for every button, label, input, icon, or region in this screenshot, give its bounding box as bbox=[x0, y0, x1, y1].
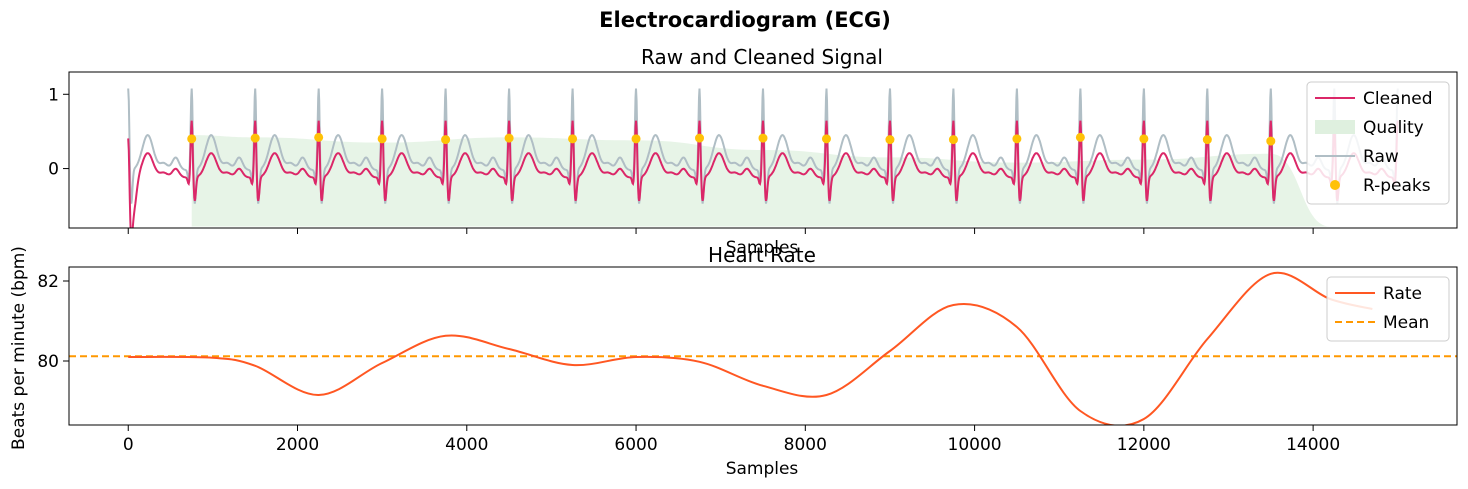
signal-y-tick-label: 0 bbox=[48, 160, 59, 180]
r-peak-point bbox=[948, 135, 958, 145]
heart-rate-y-tick-label: 80 bbox=[37, 352, 59, 372]
r-peak-point bbox=[1075, 132, 1085, 142]
r-peak-point bbox=[441, 135, 451, 145]
r-peak-point bbox=[250, 133, 260, 143]
signal-y-tick-label: 1 bbox=[48, 85, 59, 105]
r-peak-point bbox=[758, 133, 768, 143]
r-peak-point bbox=[1139, 134, 1149, 144]
r-peak-point bbox=[631, 134, 641, 144]
signal-axes-frame bbox=[68, 71, 1458, 229]
legend-rpeaks-swatch bbox=[1330, 180, 1340, 190]
signal-legend: Cleaned Quality Raw R-peaks bbox=[1306, 81, 1450, 205]
legend-label: Mean bbox=[1383, 313, 1429, 333]
heart-rate-x-tick-label: 12000 bbox=[1117, 435, 1171, 455]
figure-title: Electrocardiogram (ECG) bbox=[599, 8, 891, 32]
heart-rate-legend: Rate Mean bbox=[1326, 276, 1450, 342]
heart-rate-x-tick-label: 4000 bbox=[445, 435, 488, 455]
signal-x-axis-label: Samples bbox=[726, 238, 799, 258]
heart-rate-y-tick-label: 82 bbox=[37, 272, 59, 292]
r-peak-point bbox=[504, 133, 514, 143]
heart-rate-y-axis-label: Beats per minute (bpm) bbox=[9, 246, 29, 450]
heart-rate-x-tick-label: 2000 bbox=[276, 435, 319, 455]
r-peak-point bbox=[1012, 134, 1022, 144]
legend-quality-swatch bbox=[1315, 120, 1355, 134]
heart-rate-x-tick-label: 14000 bbox=[1286, 435, 1340, 455]
legend-label: Rate bbox=[1383, 284, 1422, 304]
r-peak-point bbox=[821, 134, 831, 144]
r-peak-point bbox=[885, 135, 895, 145]
r-peak-point bbox=[1202, 135, 1212, 145]
heart-rate-x-tick-label: 8000 bbox=[784, 435, 827, 455]
legend-label: Cleaned bbox=[1363, 89, 1433, 109]
heart-rate-axes-frame bbox=[68, 266, 1458, 426]
heart-rate-x-tick-label: 10000 bbox=[948, 435, 1002, 455]
raw-cleaned-signal-axes: Raw and Cleaned Signal 0 1 Samples Cleane… bbox=[48, 45, 1458, 258]
legend-label: R-peaks bbox=[1363, 176, 1431, 196]
r-peak-point bbox=[314, 132, 324, 142]
cleaned-signal-line bbox=[127, 120, 1399, 228]
r-peak-point bbox=[187, 134, 197, 144]
heart-rate-x-tick-label: 6000 bbox=[614, 435, 657, 455]
heart-rate-line bbox=[128, 271, 1373, 425]
heart-rate-x-tick-label: 0 bbox=[123, 435, 134, 455]
legend-label: Raw bbox=[1363, 147, 1399, 167]
raw-signal-line bbox=[127, 88, 1399, 204]
r-peak-point bbox=[695, 133, 705, 143]
heart-rate-x-axis-label: Samples bbox=[726, 459, 799, 479]
r-peak-point bbox=[377, 134, 387, 144]
legend-box bbox=[1306, 81, 1450, 205]
r-peak-point bbox=[568, 134, 578, 144]
r-peak-point bbox=[1266, 136, 1276, 146]
heart-rate-axes: Heart Rate 80 82 0 2000 4000 6000 8000 10000 120… bbox=[9, 243, 1458, 479]
legend-label: Quality bbox=[1363, 118, 1424, 138]
signal-axes-title: Raw and Cleaned Signal bbox=[641, 45, 883, 69]
heart-rate-axes-title: Heart Rate bbox=[708, 243, 816, 267]
